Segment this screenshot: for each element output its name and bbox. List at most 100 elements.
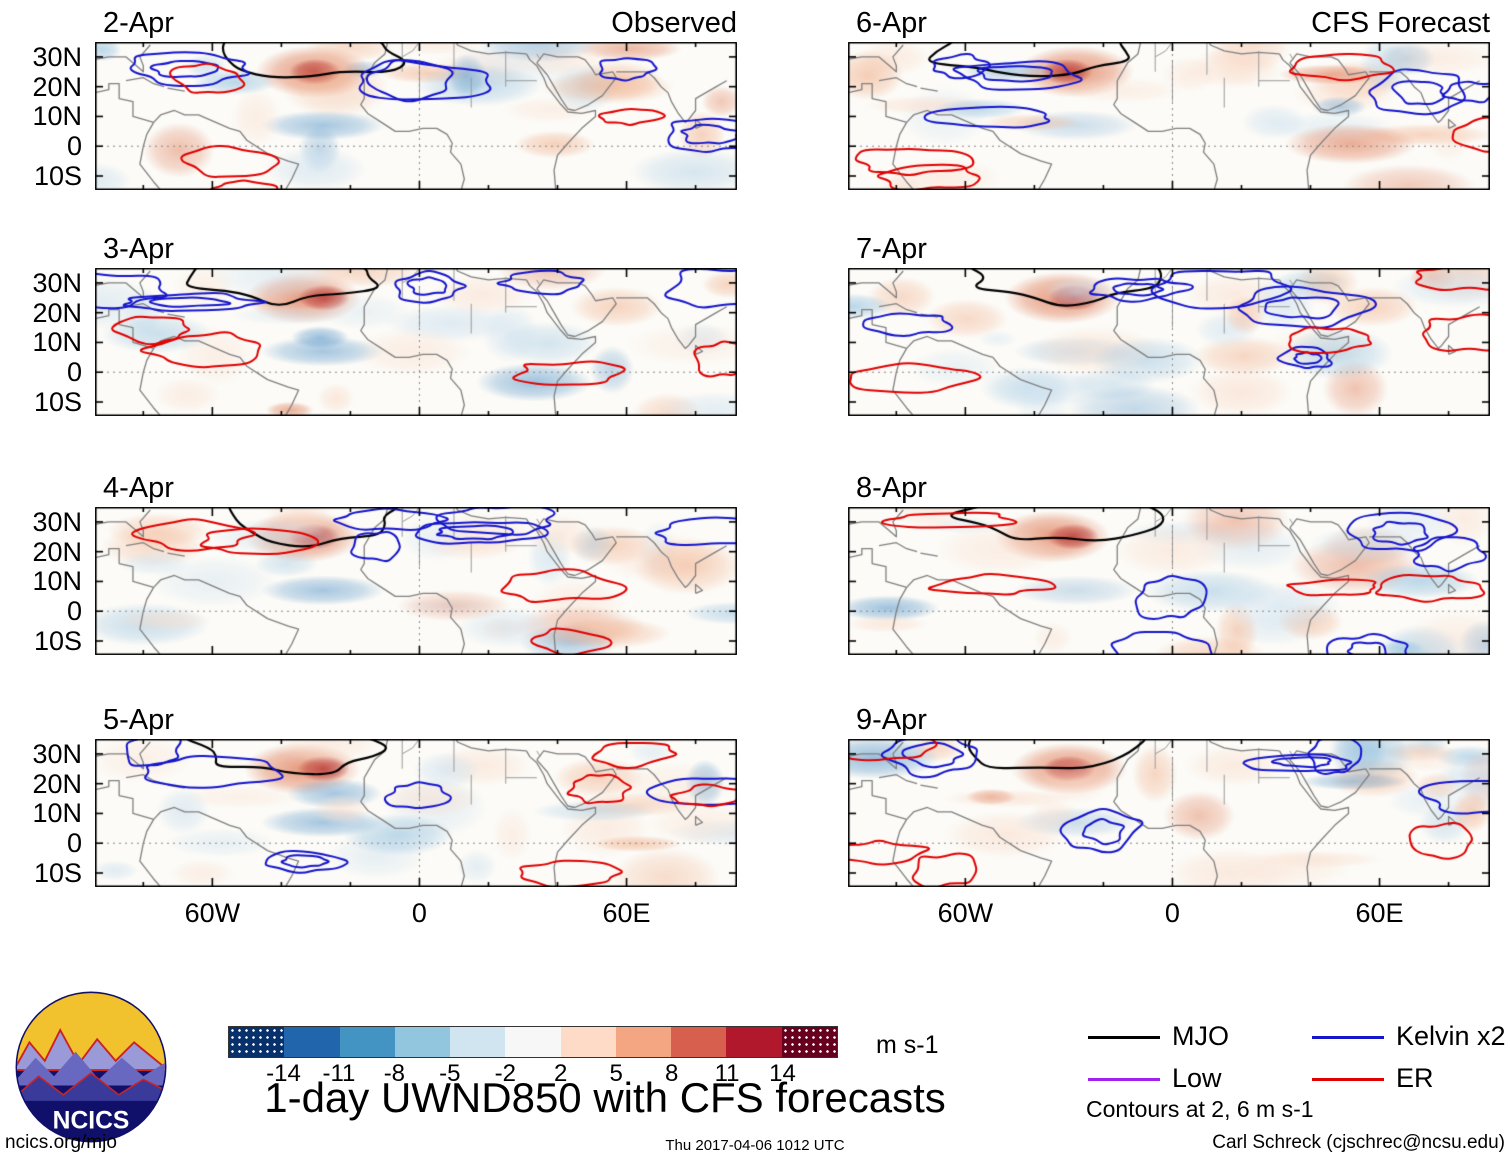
colorbar-tick-label: -8 [383,1060,406,1087]
colorbar-segment [229,1027,285,1057]
footer-timestamp: Thu 2017-04-06 1012 UTC [665,1137,845,1154]
colorbar-segment [671,1027,727,1057]
lat-tick-label: 0 [66,828,82,859]
panel-header: 5-Apr [95,703,737,739]
map-canvas [95,507,737,655]
panel-6-apr: 6-Apr CFS Forecast [848,6,1490,190]
ncics-logo: NCICS [15,991,167,1143]
panel-header: 2-Apr Observed [95,6,737,42]
lon-tick-label: 0 [1164,898,1180,928]
lat-tick-label: 10S [33,161,82,191]
panel-date: 7-Apr [856,233,927,265]
colorbar-segment [339,1027,395,1057]
legend-label-low: Low [1172,1063,1222,1093]
lat-tick-label: 20N [32,768,82,799]
lon-tick-label: 60E [1355,898,1404,928]
panel-header: 4-Apr [95,471,737,507]
colorbar-tick-label: 11 [714,1060,740,1087]
logo-text: NCICS [53,1108,130,1135]
lat-tick-label: 10N [32,798,82,829]
map-canvas [848,507,1490,655]
map-canvas [848,268,1490,416]
colorbar-labels: -14 -11 -8 -5 -2 2 5 8 11 14 [228,1060,838,1087]
lon-tick-label: 60W [184,898,241,928]
panel-2-apr: 2-Apr Observed [95,6,737,190]
lat-tick-label: 20N [32,297,82,328]
panel-date: 2-Apr [103,7,174,39]
colorbar-segment [394,1027,451,1057]
lat-tick-label: 10S [33,387,82,417]
lon-tick-label: 60W [937,898,994,928]
map-canvas [95,268,737,416]
lon-tick-label: 0 [411,898,427,928]
lat-tick-label: 20N [32,71,82,102]
panel-header: 3-Apr [95,232,737,268]
colorbar [228,1026,838,1058]
panel-header: 8-Apr [848,471,1490,507]
panel-date: 9-Apr [856,704,927,736]
legend-line-er [1312,1078,1384,1081]
lat-tick-label: 30N [32,267,82,298]
figure-title: 1-day UWND850 with CFS forecasts [264,1074,946,1121]
lat-tick-label: 10S [33,626,82,656]
footer-credit: Carl Schreck (cjschrec@ncsu.edu) [1212,1132,1505,1153]
map-canvas [95,739,737,887]
colorbar-segment [726,1027,782,1057]
colorbar-segment [284,1027,340,1057]
column-label-observed: Observed [611,7,737,39]
panel-header: 6-Apr CFS Forecast [848,6,1490,42]
lat-tick-label: 30N [32,41,82,72]
legend-line-low [1088,1078,1160,1081]
lat-tick-label: 10N [32,566,82,597]
lat-tick-label: 10S [33,858,82,888]
legend-line-kelvin [1312,1036,1384,1039]
map-canvas [95,42,737,190]
panel-date: 6-Apr [856,7,927,39]
lat-tick-label: 10N [32,101,82,132]
panel-4-apr: 4-Apr [95,471,737,655]
colorbar-tick-label: -14 [266,1060,301,1087]
contour-note: Contours at 2, 6 m s-1 [1086,1096,1314,1122]
panel-8-apr: 8-Apr [848,471,1490,655]
colorbar-tick-label: -11 [322,1060,356,1087]
lat-tick-label: 20N [32,536,82,567]
legend-label-kelvin: Kelvin x2 [1396,1021,1506,1051]
map-canvas [848,42,1490,190]
colorbar-segment [615,1027,672,1057]
colorbar-tick-label: 14 [769,1060,796,1087]
lat-tick-label: 30N [32,506,82,537]
colorbar-segment [505,1027,561,1057]
panel-5-apr: 5-Apr [95,703,737,887]
legend-label-mjo: MJO [1172,1021,1229,1051]
panel-date: 4-Apr [103,472,174,504]
legend-label-er: ER [1396,1063,1434,1093]
panel-3-apr: 3-Apr [95,232,737,416]
panel-header: 7-Apr [848,232,1490,268]
colorbar-tick-label: -5 [439,1060,461,1087]
lat-tick-label: 10N [32,327,82,358]
panel-date: 3-Apr [103,233,174,265]
lat-tick-label: 0 [66,596,82,627]
lat-tick-label: 0 [66,131,82,162]
panel-7-apr: 7-Apr [848,232,1490,416]
colorbar-tick-label: 5 [609,1060,623,1087]
colorbar-segment [560,1027,616,1057]
column-label-forecast: CFS Forecast [1311,7,1490,39]
colorbar-units: m s-1 [876,1031,939,1059]
panel-date: 8-Apr [856,472,927,504]
colorbar-segment [781,1027,837,1057]
legend-line-mjo [1088,1036,1160,1039]
panel-header: 9-Apr [848,703,1490,739]
colorbar-segment [450,1027,506,1057]
panel-date: 5-Apr [103,704,174,736]
lat-tick-label: 0 [66,357,82,388]
footer-link: ncics.org/mjo [5,1132,117,1153]
lon-tick-label: 60E [602,898,651,928]
colorbar-tick-label: 2 [554,1060,568,1087]
panel-9-apr: 9-Apr [848,703,1490,887]
colorbar-tick-label: -2 [494,1060,516,1087]
lat-tick-label: 30N [32,738,82,769]
map-canvas [848,739,1490,887]
colorbar-tick-label: 8 [664,1060,679,1087]
